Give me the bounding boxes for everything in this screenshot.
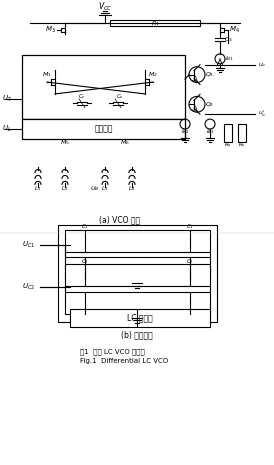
Text: $u_o$: $u_o$ [258,61,266,69]
Text: $R_1$: $R_1$ [151,19,159,28]
Text: $R_s$: $R_s$ [238,140,246,149]
Text: $M_6$: $M_6$ [120,139,130,147]
Text: LC 谐振腔: LC 谐振腔 [127,313,153,322]
Bar [224,124,232,142]
Text: $I_{B1}$: $I_{B1}$ [226,54,235,63]
Text: $U_B$: $U_B$ [90,184,100,193]
Text: $M_1$: $M_1$ [42,70,52,79]
Bar [65,230,210,279]
Bar [70,309,210,326]
Text: 图1  差分 LC VCO 谐振器: 图1 差分 LC VCO 谐振器 [80,348,145,355]
Bar [238,124,246,142]
Text: $L_2$: $L_2$ [61,184,68,193]
Text: $C_1$: $C_1$ [81,222,89,231]
Text: $u_o'$: $u_o'$ [258,109,266,120]
Text: $C_2$: $C_2$ [186,257,194,266]
Text: $M_2$: $M_2$ [148,70,158,79]
Text: $U_{C1}$: $U_{C1}$ [22,239,35,250]
Text: $M_4$: $M_4$ [229,25,239,35]
Text: $M_5$: $M_5$ [60,139,70,147]
Text: $C_1$: $C_1$ [186,222,194,231]
Text: $U_L$: $U_L$ [2,124,12,134]
Text: $L_1$: $L_1$ [35,184,42,193]
Text: $I_{B3}$: $I_{B3}$ [206,127,214,136]
Bar [58,225,217,322]
Text: (a) VCO 电路: (a) VCO 电路 [99,215,141,225]
Text: $L_3$: $L_3$ [101,184,109,193]
Bar [110,20,200,26]
Text: (b) 电容阵列: (b) 电容阵列 [121,330,153,339]
Text: $V_{CC}$: $V_{CC}$ [98,0,112,13]
Text: $L_4$: $L_4$ [128,184,136,193]
Bar [22,119,185,139]
Text: $R_o$: $R_o$ [224,140,232,149]
Text: $C_2$: $C_2$ [81,257,89,266]
Text: $C_3$: $C_3$ [224,35,232,44]
Text: 电容阵列: 电容阵列 [94,125,113,133]
Text: $I_{B2}$: $I_{B2}$ [181,127,189,136]
Bar [22,55,185,119]
Text: $C_v$: $C_v$ [116,93,124,101]
Text: $Q_2$: $Q_2$ [206,100,215,109]
Text: $Q_1$: $Q_1$ [205,70,215,79]
Text: $U_{C2}$: $U_{C2}$ [22,282,35,292]
Text: $U_T$: $U_T$ [2,94,12,105]
Text: $C_v$: $C_v$ [78,93,86,101]
Text: $M_3$: $M_3$ [45,25,55,35]
Text: Fig.1  Differential LC VCO: Fig.1 Differential LC VCO [80,358,168,364]
Bar [65,265,210,314]
